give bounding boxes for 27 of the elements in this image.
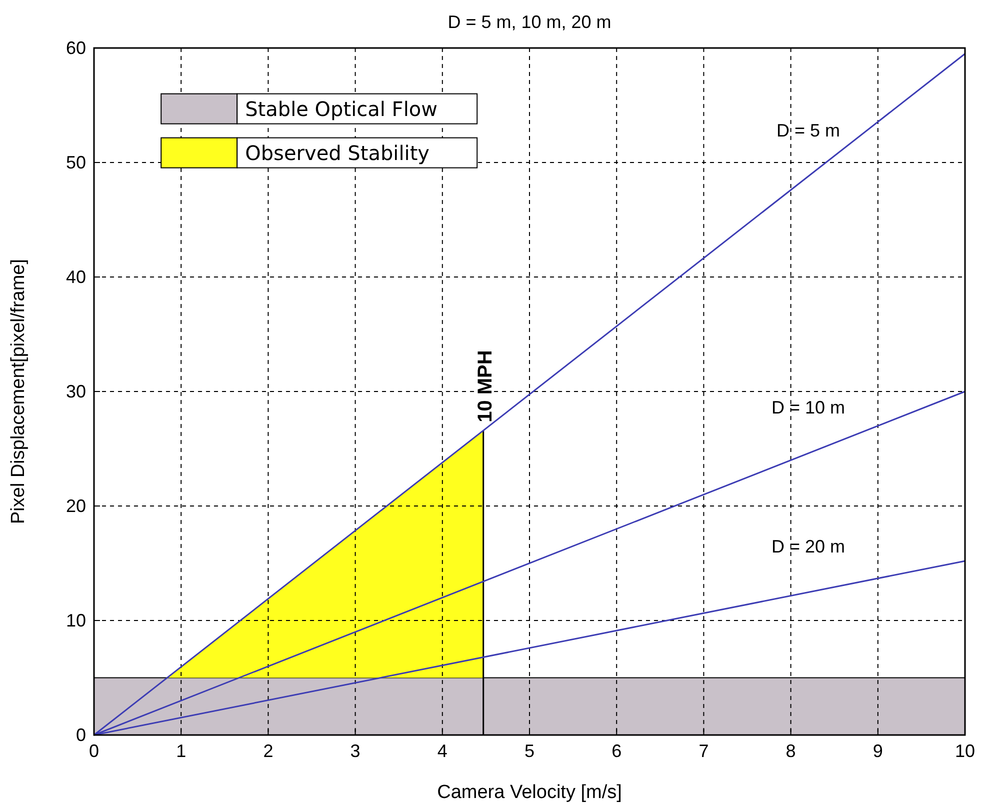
chart-title: D = 5 m, 10 m, 20 m <box>448 12 612 32</box>
series-label: D = 10 m <box>771 397 845 418</box>
x-tick-label: 9 <box>872 741 883 761</box>
x-tick-label: 6 <box>612 741 622 761</box>
x-tick-label: 3 <box>350 741 360 761</box>
x-axis-title: Camera Velocity [m/s] <box>437 782 622 803</box>
y-tick-label: 0 <box>76 725 86 745</box>
x-tick-label: 0 <box>88 741 100 761</box>
x-tick-label: 4 <box>437 741 448 761</box>
y-axis-title: Pixel Displacement[pixel/frame] <box>8 258 29 524</box>
x-tick-label: 2 <box>263 741 274 761</box>
x-tick-label: 8 <box>786 741 796 761</box>
y-tick-label: 20 <box>66 496 86 516</box>
x-tick-label: 5 <box>524 741 535 761</box>
y-tick-label: 40 <box>66 267 86 287</box>
x-tick-label: 7 <box>698 741 709 761</box>
y-tick-label: 60 <box>66 38 86 58</box>
legend-label: Observed Stability <box>245 140 430 165</box>
series-label: D = 5 m <box>776 120 840 140</box>
series-label: D = 20 m <box>771 536 845 556</box>
y-tick-label: 10 <box>66 610 86 630</box>
y-tick-label: 50 <box>66 152 86 172</box>
legend-label: Stable Optical Flow <box>245 96 438 121</box>
y-tick-label: 30 <box>66 382 86 402</box>
x-tick-label: 10 <box>954 741 976 761</box>
x-tick-label: 1 <box>176 741 186 761</box>
ref-line-label: 10 MPH <box>474 350 496 422</box>
